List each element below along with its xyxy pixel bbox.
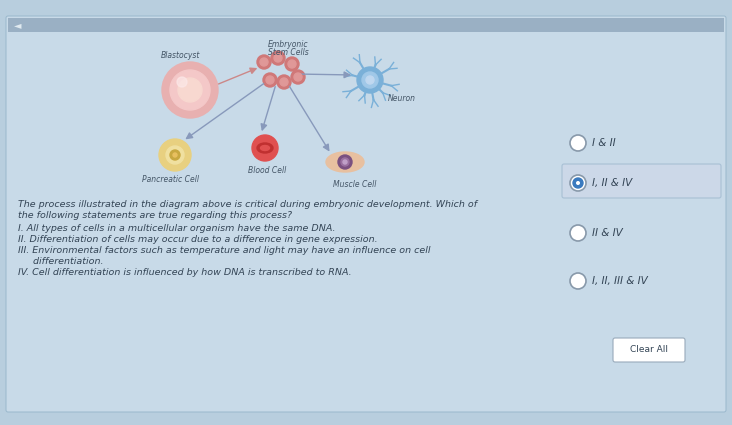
Circle shape [366, 76, 374, 84]
Ellipse shape [261, 145, 269, 150]
Circle shape [271, 51, 285, 65]
Text: II & IV: II & IV [592, 228, 623, 238]
Circle shape [343, 160, 347, 164]
Circle shape [178, 78, 202, 102]
FancyBboxPatch shape [613, 338, 685, 362]
Text: IV. Cell differentiation is influenced by how DNA is transcribed to RNA.: IV. Cell differentiation is influenced b… [18, 268, 351, 277]
Circle shape [274, 54, 282, 62]
Circle shape [266, 76, 274, 84]
Circle shape [173, 153, 177, 157]
Circle shape [260, 58, 268, 66]
Circle shape [576, 181, 580, 185]
Text: I, II, III & IV: I, II, III & IV [592, 276, 648, 286]
Circle shape [362, 72, 378, 88]
Text: I, II & IV: I, II & IV [592, 178, 632, 188]
FancyBboxPatch shape [6, 16, 726, 412]
Circle shape [570, 225, 586, 241]
Text: Muscle Cell: Muscle Cell [333, 179, 377, 189]
Circle shape [166, 146, 184, 164]
Text: ◄: ◄ [14, 20, 22, 30]
Text: I. All types of cells in a multicellular organism have the same DNA.: I. All types of cells in a multicellular… [18, 224, 335, 233]
Circle shape [338, 155, 352, 169]
Circle shape [170, 150, 180, 160]
Circle shape [285, 57, 299, 71]
Circle shape [341, 158, 349, 166]
Circle shape [263, 73, 277, 87]
Circle shape [570, 175, 586, 191]
Text: The process illustrated in the diagram above is critical during embryonic develo: The process illustrated in the diagram a… [18, 200, 477, 209]
Circle shape [170, 70, 210, 110]
Circle shape [159, 139, 191, 171]
Ellipse shape [326, 152, 364, 172]
Ellipse shape [257, 143, 273, 153]
Circle shape [177, 77, 187, 87]
Circle shape [291, 70, 305, 84]
Circle shape [570, 135, 586, 151]
Text: differentiation.: differentiation. [18, 257, 103, 266]
Text: II. Differentiation of cells may occur due to a difference in gene expression.: II. Differentiation of cells may occur d… [18, 235, 378, 244]
Text: III. Environmental factors such as temperature and light may have an influence o: III. Environmental factors such as tempe… [18, 246, 430, 255]
Circle shape [357, 67, 383, 93]
Text: Neuron: Neuron [388, 94, 416, 102]
Circle shape [573, 178, 583, 188]
Circle shape [294, 73, 302, 81]
Circle shape [162, 62, 218, 118]
Text: Embryonic: Embryonic [268, 40, 308, 48]
Circle shape [257, 55, 271, 69]
Circle shape [277, 75, 291, 89]
Text: Stem Cells: Stem Cells [268, 48, 308, 57]
Text: I & II: I & II [592, 138, 616, 148]
Text: Pancreatic Cell: Pancreatic Cell [141, 175, 198, 184]
Text: Blastocyst: Blastocyst [160, 51, 200, 60]
Text: the following statements are true regarding this process?: the following statements are true regard… [18, 211, 292, 220]
Text: Blood Cell: Blood Cell [248, 165, 286, 175]
Circle shape [280, 78, 288, 86]
FancyBboxPatch shape [8, 18, 724, 32]
Circle shape [288, 60, 296, 68]
Circle shape [252, 135, 278, 161]
Circle shape [570, 273, 586, 289]
FancyBboxPatch shape [562, 164, 721, 198]
Text: Clear All: Clear All [630, 346, 668, 354]
